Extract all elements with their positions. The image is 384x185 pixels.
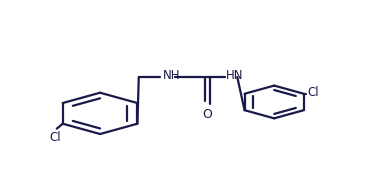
Text: Cl: Cl	[50, 131, 61, 144]
Text: HN: HN	[226, 69, 243, 82]
Text: NH: NH	[162, 69, 180, 82]
Text: Cl: Cl	[307, 86, 319, 99]
Text: O: O	[202, 108, 212, 121]
